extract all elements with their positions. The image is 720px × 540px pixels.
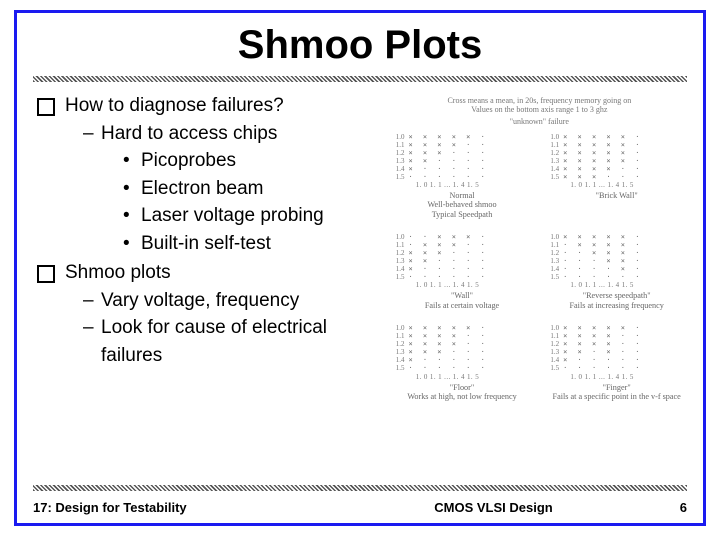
shmoo-plot-0: 1.01.11.21.31.41.5× × × × × · × × × × · … — [396, 133, 529, 220]
plot-caption: NormalWell-behaved shmooTypical Speedpat… — [396, 191, 529, 219]
shmoo-header-l3: "unknown" failure — [392, 117, 687, 126]
plot-data-grid: · · × × × · · × × × · · × × × · · · × × … — [408, 233, 487, 281]
footer-center: CMOS VLSI Design — [340, 500, 647, 515]
bullet-text: How to diagnose failures? — [65, 95, 284, 116]
bullet-top-1: How to diagnose failures? Hard to access… — [37, 92, 384, 257]
plot-data-grid: × × × × × · × × × × × · × × × × × · × × … — [563, 133, 642, 181]
footer-left: 17: Design for Testability — [33, 500, 340, 515]
shmoo-header: Cross means a mean, in 20s, frequency me… — [392, 96, 687, 127]
bullet-text: Hard to access chips — [101, 123, 277, 144]
plot-caption: "Floor"Works at high, not low frequency — [396, 383, 529, 402]
slide-title: Shmoo Plots — [17, 23, 703, 68]
plot-y-axis: 1.01.11.21.31.41.5 — [550, 233, 559, 281]
shmoo-header-l1: Cross means a mean, in 20s, frequency me… — [392, 96, 687, 105]
plot-caption: "Wall"Fails at certain voltage — [396, 291, 529, 310]
plot-x-axis: 1. 0 1. 1 ... 1. 4 1. 5 — [416, 373, 529, 381]
bullet-sub-1: Hard to access chips Picoprobes Electron… — [65, 120, 384, 258]
plot-caption: "Brick Wall" — [550, 191, 683, 200]
bullet-top-2: Shmoo plots Vary voltage, frequency Look… — [37, 259, 384, 369]
footer-right: 6 — [647, 500, 687, 515]
bullet-sub-2a: Vary voltage, frequency — [65, 287, 384, 315]
content-area: How to diagnose failures? Hard to access… — [17, 82, 703, 401]
slide-frame: Shmoo Plots How to diagnose failures? Ha… — [14, 10, 706, 526]
bullet-text: Shmoo plots — [65, 262, 171, 283]
plot-x-axis: 1. 0 1. 1 ... 1. 4 1. 5 — [416, 181, 529, 189]
plot-x-axis: 1. 0 1. 1 ... 1. 4 1. 5 — [570, 373, 683, 381]
plot-data-grid: × × × × × · × × × × · · × × × × · · × × … — [563, 324, 642, 372]
shmoo-plot-3: 1.01.11.21.31.41.5 × × × × × · · × × × × … — [550, 233, 683, 310]
plot-y-axis: 1.01.11.21.31.41.5 — [396, 133, 405, 181]
plot-data-grid: × × × × × · · × × × × · · · × × × · · · … — [563, 233, 642, 281]
bullet-sub-1d: Built-in self-test — [101, 230, 384, 258]
plot-x-axis: 1. 0 1. 1 ... 1. 4 1. 5 — [570, 281, 683, 289]
shmoo-column: Cross means a mean, in 20s, frequency me… — [392, 92, 687, 401]
bullet-sub-1c: Laser voltage probing — [101, 202, 384, 230]
plot-y-axis: 1.01.11.21.31.41.5 — [550, 133, 559, 181]
plot-y-axis: 1.01.11.21.31.41.5 — [396, 233, 405, 281]
plot-caption: "Reverse speedpath"Fails at increasing f… — [550, 291, 683, 310]
plot-data-grid: × × × × × · × × × × · · × × × · · · × × … — [408, 133, 487, 181]
plot-caption: "Finger"Fails at a specific point in the… — [550, 383, 683, 402]
footer: 17: Design for Testability CMOS VLSI Des… — [33, 500, 687, 515]
bullet-sub-1a: Picoprobes — [101, 147, 384, 175]
plot-y-axis: 1.01.11.21.31.41.5 — [396, 324, 405, 372]
shmoo-plot-5: 1.01.11.21.31.41.5 × × × × × · × × × × · … — [550, 324, 683, 401]
shmoo-plot-1: 1.01.11.21.31.41.5 × × × × × · × × × × × … — [550, 133, 683, 220]
plot-data-grid: × × × × × · × × × × · · × × × × · · × × … — [408, 324, 487, 372]
shmoo-plot-4: 1.01.11.21.31.41.5× × × × × · × × × × · … — [396, 324, 529, 401]
shmoo-header-l2: Values on the bottom axis range 1 to 3 g… — [392, 105, 687, 114]
bullet-sub-2b: Look for cause of electrical failures — [65, 314, 384, 369]
shmoo-plot-2: 1.01.11.21.31.41.5· · × × × · · × × × · … — [396, 233, 529, 310]
bullet-column: How to diagnose failures? Hard to access… — [37, 92, 384, 401]
plot-x-axis: 1. 0 1. 1 ... 1. 4 1. 5 — [416, 281, 529, 289]
footer-divider — [33, 485, 687, 491]
plot-x-axis: 1. 0 1. 1 ... 1. 4 1. 5 — [570, 181, 683, 189]
plot-y-axis: 1.01.11.21.31.41.5 — [550, 324, 559, 372]
shmoo-grid: 1.01.11.21.31.41.5× × × × × · × × × × · … — [392, 133, 687, 402]
bullet-sub-1b: Electron beam — [101, 175, 384, 203]
